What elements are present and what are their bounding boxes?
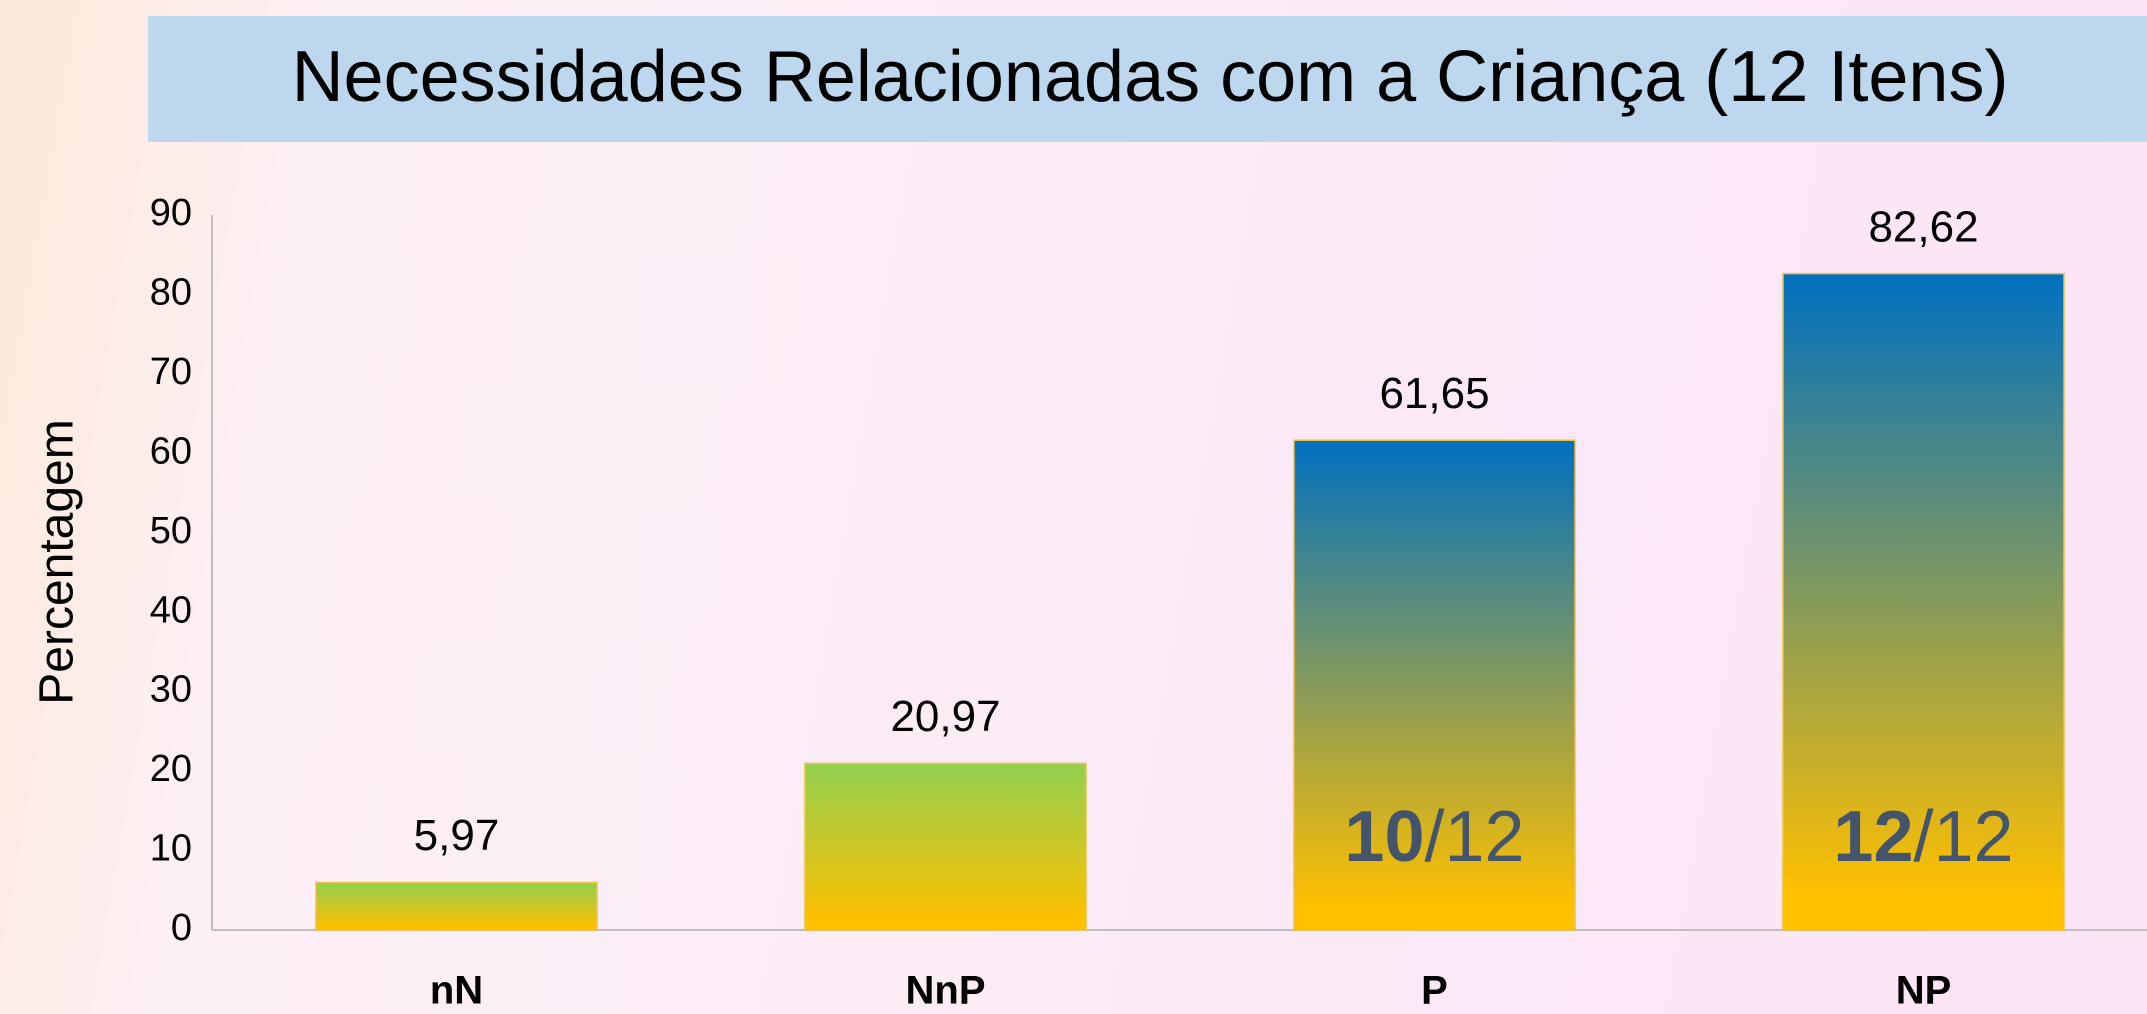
annotation-count: 10 <box>1344 797 1424 877</box>
y-tick-label: 80 <box>150 271 192 313</box>
annotation-total: /12 <box>1425 797 1525 877</box>
y-tick-label: 90 <box>150 192 192 234</box>
y-tick-label: 40 <box>150 589 192 631</box>
data-label: 82,62 <box>1868 202 1978 251</box>
data-label: 61,65 <box>1379 369 1489 418</box>
y-tick-label: 70 <box>150 351 192 393</box>
data-label: 5,97 <box>414 811 500 860</box>
bar <box>1782 272 2065 931</box>
y-tick-label: 10 <box>150 828 192 870</box>
x-tick-label: nN <box>430 969 483 1013</box>
y-tick-label: 0 <box>171 907 192 949</box>
y-tick-label: 20 <box>150 748 192 790</box>
bar-annotation: 10/12 <box>1344 797 1524 877</box>
x-tick-label: NnP <box>906 969 986 1013</box>
bar <box>1293 439 1576 931</box>
annotation-count: 12 <box>1833 797 1913 877</box>
y-tick-label: 60 <box>150 430 192 472</box>
y-axis-label: Percentagem <box>31 419 84 705</box>
bar <box>804 762 1087 931</box>
data-label: 20,97 <box>890 692 1000 741</box>
annotation-total: /12 <box>1914 797 2014 877</box>
y-tick-label: 30 <box>150 669 192 711</box>
bar <box>315 881 598 931</box>
bar-annotation: 12/12 <box>1833 797 2013 877</box>
x-tick-label: P <box>1421 969 1448 1013</box>
chart-title: Necessidades Relacionadas com a Criança … <box>292 37 2009 117</box>
x-tick-label: NP <box>1896 969 1952 1013</box>
y-tick-label: 50 <box>150 510 192 552</box>
title-bar <box>148 16 2147 142</box>
